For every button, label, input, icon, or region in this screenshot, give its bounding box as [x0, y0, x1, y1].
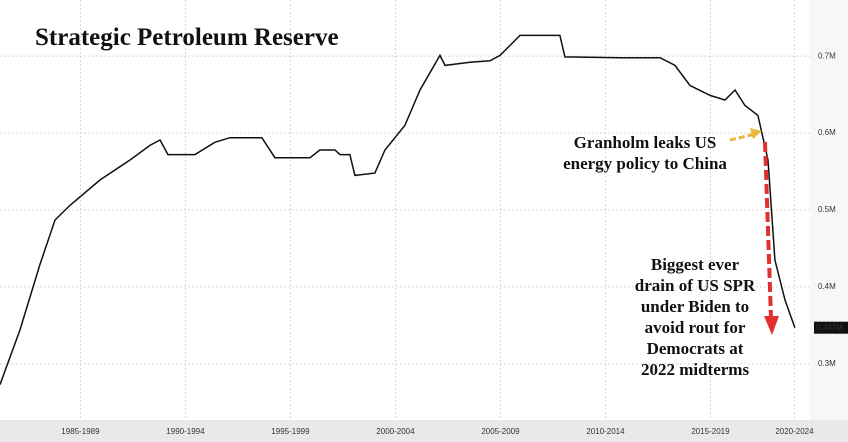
- y-tick-label: 0.5M: [818, 205, 836, 214]
- arrow: [729, 132, 756, 142]
- x-tick-label: 2005-2009: [481, 427, 520, 436]
- line-series: [0, 34, 796, 385]
- x-tick-label: 2010-2014: [586, 427, 625, 436]
- y-tick-label: 0.7M: [818, 51, 836, 60]
- annotation: avoid rout for: [645, 318, 746, 337]
- y-tick-label: 0.3M: [818, 359, 836, 368]
- grid: [0, 0, 810, 420]
- annotation: under Biden to: [641, 297, 749, 316]
- x-tick-label: 2000-2004: [376, 427, 415, 436]
- annotation: Democrats at: [647, 339, 744, 358]
- arrow-head: [750, 128, 762, 139]
- x-tick-label: 1985-1989: [61, 427, 100, 436]
- annotation: energy policy to China: [563, 154, 727, 173]
- y-tick-label: 0.6M: [818, 128, 836, 137]
- annotation: Granholm leaks US: [574, 133, 717, 152]
- last-value-label: 0.347M: [816, 323, 843, 332]
- x-tick-label: 1990-1994: [166, 427, 205, 436]
- last-value-box: [814, 321, 848, 334]
- x-tick-label: 1995-1999: [271, 427, 310, 436]
- marks: [0, 34, 796, 385]
- x-tick-label: 2015-2019: [691, 427, 730, 436]
- x-tick-label: 2020-2024: [775, 427, 814, 436]
- y-tick-label: 0.4M: [818, 282, 836, 291]
- annotation: drain of US SPR: [635, 276, 756, 295]
- arrow: [763, 141, 773, 319]
- arrow-head: [764, 316, 779, 335]
- annotation: 2022 midterms: [641, 360, 750, 379]
- arrows: [729, 128, 779, 335]
- annotation: Biggest ever: [651, 255, 740, 274]
- x-axis-band: [0, 420, 848, 442]
- chart-title: Strategic Petroleum Reserve: [35, 24, 339, 51]
